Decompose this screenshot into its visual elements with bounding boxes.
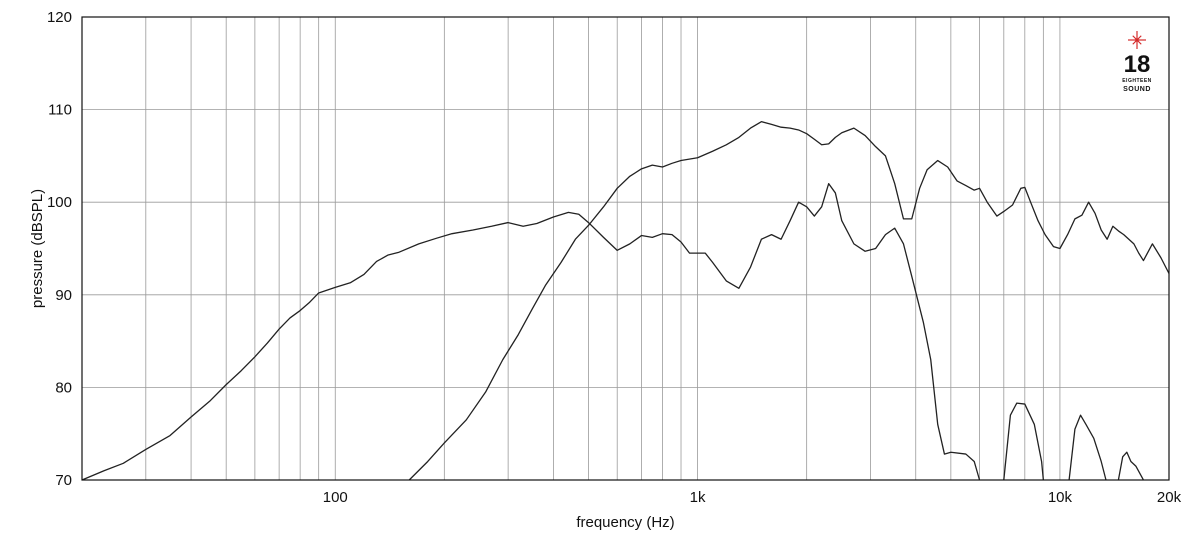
x-tick-label: 10k	[1048, 489, 1073, 506]
y-axis-title: pressure (dBSPL)	[29, 189, 46, 308]
x-tick-label: 1k	[690, 489, 706, 506]
plot-frame	[81, 16, 1170, 481]
star-icon	[1128, 31, 1146, 49]
series-layer	[81, 120, 1170, 481]
series-line-1	[81, 183, 981, 481]
y-tick-label: 120	[47, 9, 72, 26]
brand-line1: EIGHTEEN	[1122, 78, 1152, 84]
series-line-1-segment-2	[1068, 414, 1107, 481]
series-line-1-segment-1	[1003, 402, 1044, 481]
y-tick-label: 70	[55, 472, 72, 489]
tick-labels: 70 80 90 100 110 120 100 1k 10k 20k	[47, 9, 1182, 506]
x-axis-title: frequency (Hz)	[576, 514, 674, 531]
brand-line2: SOUND	[1123, 86, 1151, 93]
brand-number: 18	[1124, 51, 1151, 78]
grid	[82, 17, 1169, 480]
y-tick-label: 90	[55, 287, 72, 304]
y-tick-label: 80	[55, 379, 72, 396]
x-tick-label: 100	[323, 489, 348, 506]
y-tick-label: 100	[47, 194, 72, 211]
x-tick-label: 20k	[1157, 489, 1182, 506]
series-line-1-segment-3	[1117, 451, 1145, 481]
brand-logo: 18 EIGHTEEN SOUND	[1122, 31, 1152, 93]
y-tick-label: 110	[48, 102, 72, 119]
series-line-2	[408, 120, 1170, 481]
